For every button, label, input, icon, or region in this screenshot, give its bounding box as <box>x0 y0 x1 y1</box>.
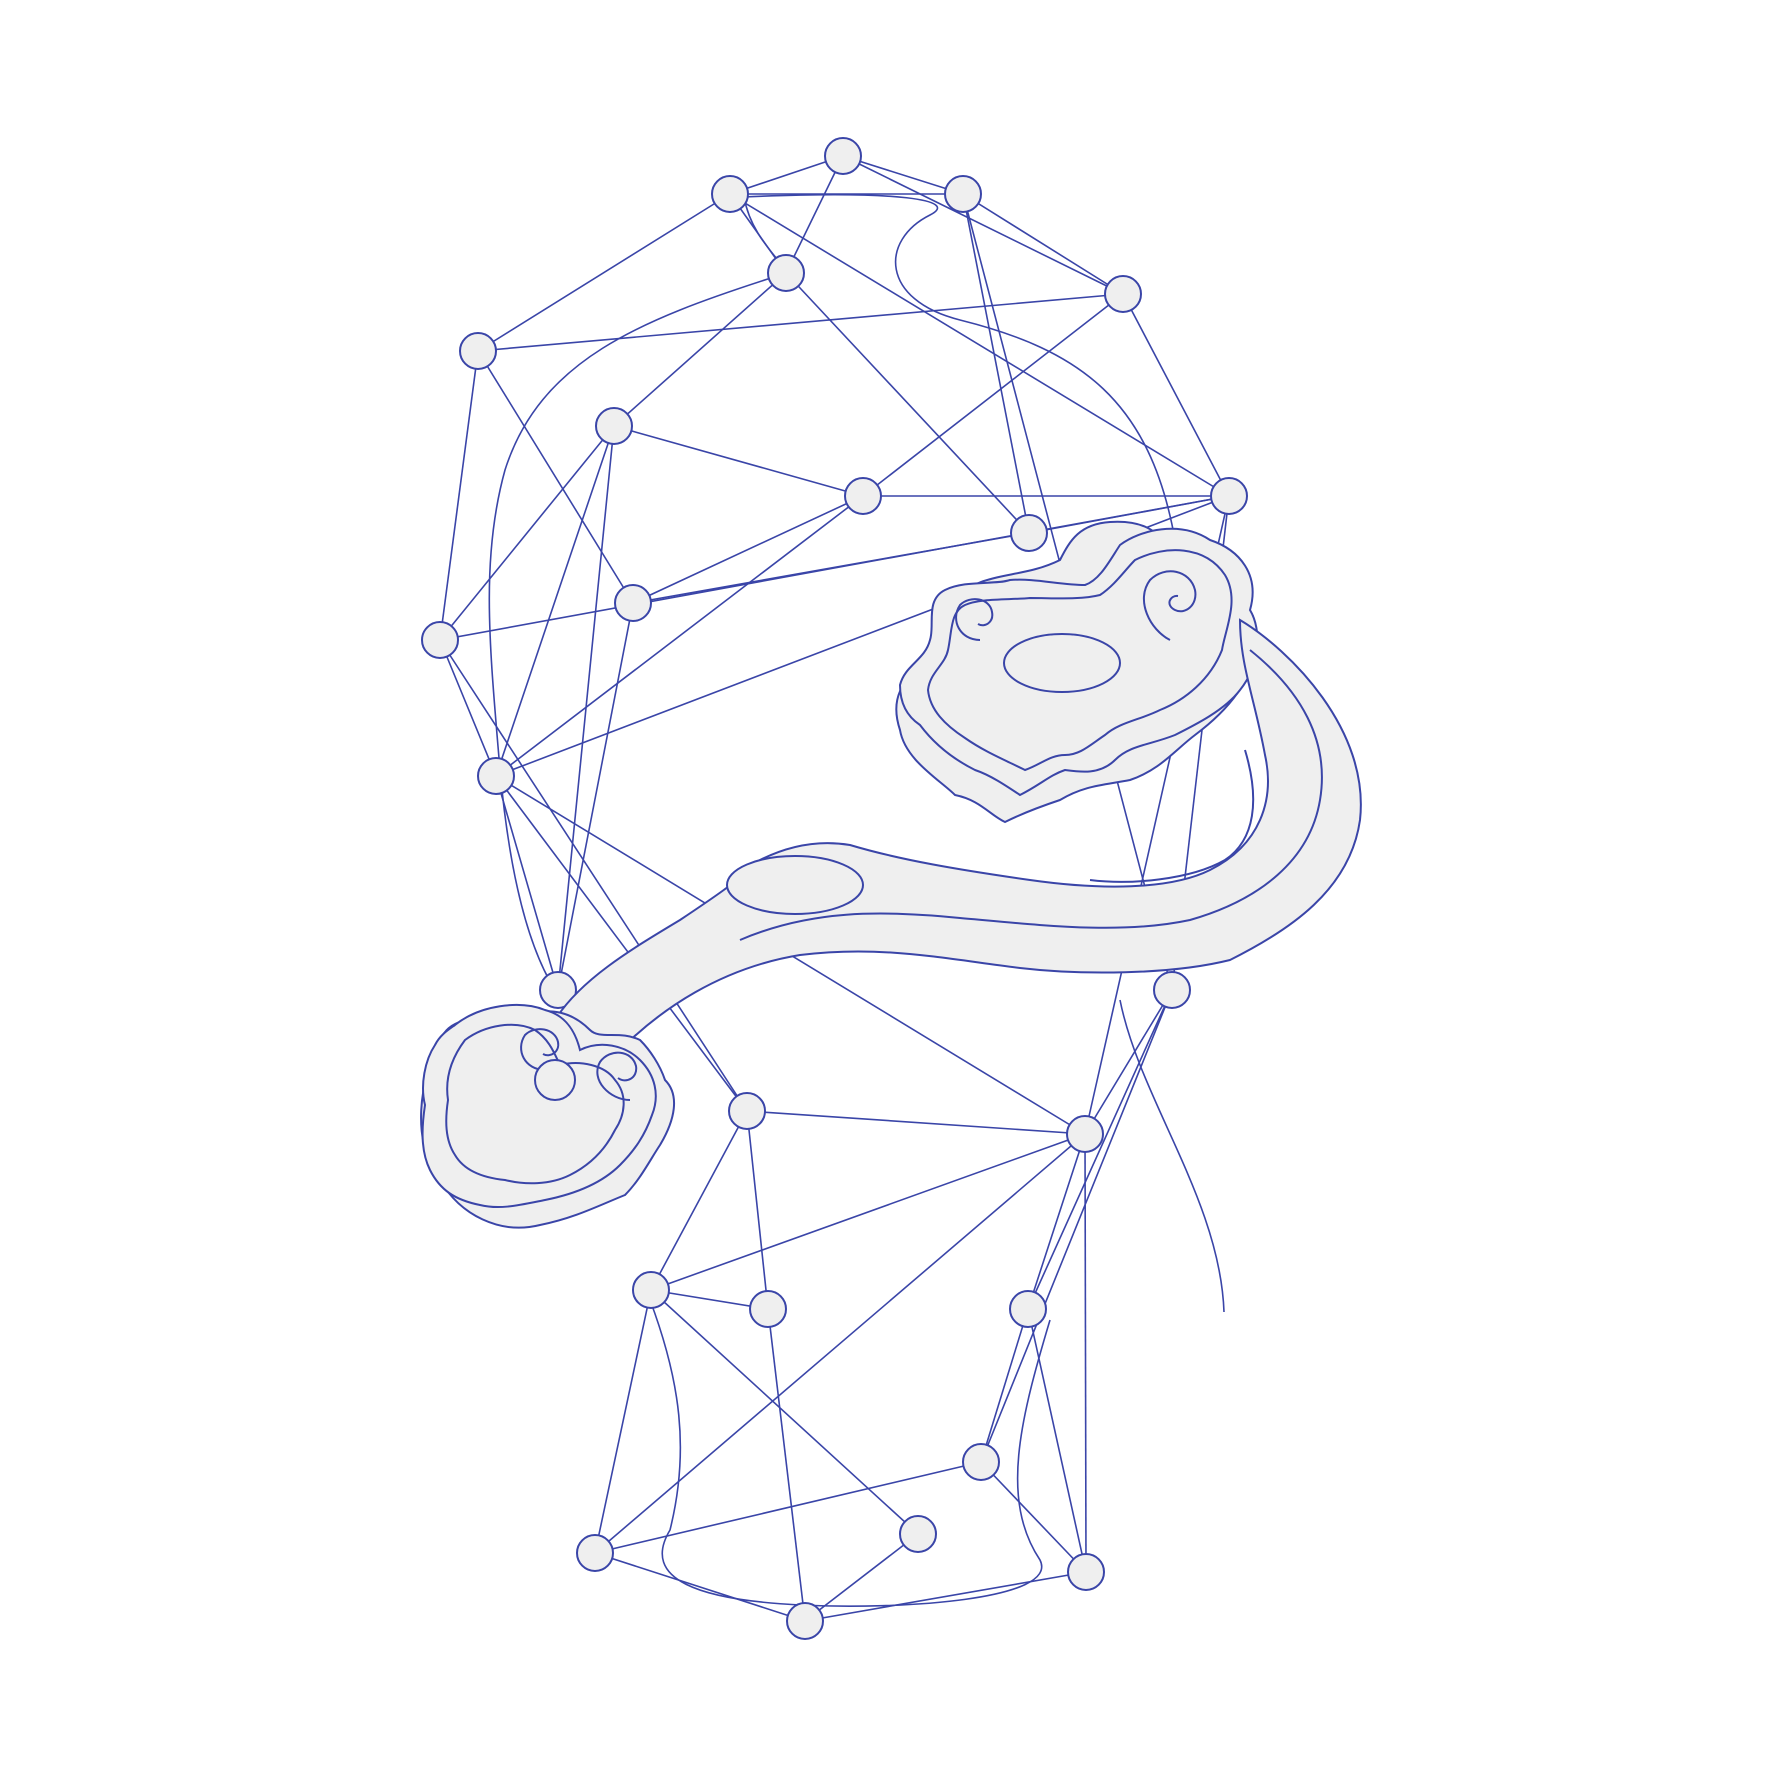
network-node-d <box>767 254 805 292</box>
network-edge-m-p <box>495 775 748 1112</box>
network-node-c <box>944 175 982 213</box>
network-edge-l-p <box>439 639 748 1112</box>
network-node-b <box>711 175 749 213</box>
network-edge-f-k <box>477 350 634 604</box>
network-edge-u-v <box>594 1461 982 1554</box>
network-node-q <box>1066 1115 1104 1153</box>
network-edge-k-n <box>557 602 634 991</box>
ruyi-lower-head <box>421 1004 657 1209</box>
network-edge-l-m <box>439 639 497 777</box>
ruyi-upper-head-inner <box>926 549 1233 772</box>
network-edge-l-h <box>439 495 1230 641</box>
network-edge-a-b <box>729 155 844 195</box>
network-node-p <box>728 1092 766 1130</box>
network-node-w <box>899 1515 937 1553</box>
head-contour-curve <box>1119 999 1225 1313</box>
network-edge-v-y <box>594 1552 806 1622</box>
network-edge-b-f <box>477 193 731 352</box>
ruyi-lower-curl-right <box>596 1051 638 1101</box>
network-edge-a-e <box>842 155 1124 295</box>
network-edge-d-g <box>613 272 787 427</box>
network-edge-q-p <box>746 1110 1086 1135</box>
network-node-g <box>595 407 633 445</box>
network-node-t <box>1009 1290 1047 1328</box>
network-node-u <box>962 1443 1000 1481</box>
network-node-m <box>477 757 515 795</box>
network-node-k <box>614 584 652 622</box>
network-edge-p-r <box>650 1110 748 1291</box>
network-edge-c-j <box>962 193 1030 534</box>
ruyi-shaft <box>553 618 1362 1052</box>
network-edge-t-u <box>980 1308 1029 1463</box>
network-edge-o-q <box>1084 989 1173 1135</box>
network-edge-q-t <box>1027 1133 1086 1310</box>
ruyi-shaft-medallion <box>726 855 864 915</box>
ruyi-lower-curl-left <box>520 1028 560 1071</box>
head-contours <box>488 193 1225 1607</box>
network-nodes-background <box>539 971 577 1009</box>
network-edge-r-v <box>594 1289 652 1554</box>
network-node-o <box>1153 971 1191 1009</box>
network-edge-e-h <box>1122 293 1230 497</box>
network-node-s <box>749 1290 787 1328</box>
ruyi-upper-medallion <box>1003 633 1121 693</box>
network-edge-b-h <box>729 193 1230 497</box>
network-node-a <box>824 137 862 175</box>
network-node-r <box>632 1271 670 1309</box>
ruyi-shaft-hook <box>1089 749 1255 883</box>
network-edge-g-i <box>613 425 864 497</box>
network-edge-g-m <box>495 425 615 777</box>
network-node-f <box>459 332 497 370</box>
network-edge-o-u <box>980 989 1173 1463</box>
ruyi-shaft-inner-line <box>739 649 1323 941</box>
network-node-e <box>1104 275 1142 313</box>
network-edge-i-k <box>632 495 864 604</box>
network-edge-e-f <box>477 293 1124 352</box>
network-edge-o-t <box>1027 989 1173 1310</box>
network-node-h <box>1210 477 1248 515</box>
network-edge-s-y <box>767 1308 806 1622</box>
network-edge-i-m <box>495 495 864 777</box>
network-edge-t-x <box>1027 1308 1087 1573</box>
network-node-n <box>539 971 577 1009</box>
head-contour-curve <box>649 1299 1051 1607</box>
network-edge-d-j <box>785 272 1030 534</box>
ruyi-upper-curl-left <box>955 598 994 641</box>
network-nodes-foreground <box>421 137 1248 1640</box>
network-edge-r-w <box>650 1289 919 1535</box>
network-edge-c-e <box>962 193 1124 295</box>
network-node-l <box>421 621 459 659</box>
network-node-y <box>786 1602 824 1640</box>
network-edge-f-l <box>439 350 479 641</box>
network-edge-q-r <box>650 1133 1086 1291</box>
head-contour-curve <box>488 276 775 991</box>
network-edge-p-s <box>746 1110 769 1310</box>
network-edge-q-x <box>1084 1133 1087 1573</box>
network-edge-q-v <box>594 1133 1086 1554</box>
network-edge-a-d <box>785 155 844 274</box>
network-edge-x-y <box>804 1571 1087 1622</box>
network-node-on-ruyi <box>534 1059 576 1101</box>
ruyi-lower-head-inner <box>445 1023 625 1185</box>
ruyi-scepter <box>420 520 1362 1229</box>
network-node-i <box>844 477 882 515</box>
network-edge-m-n <box>495 775 559 991</box>
network-node-x <box>1067 1553 1105 1591</box>
network-edge-w-y <box>804 1533 919 1622</box>
ruyi-upper-curl-right <box>1143 570 1197 641</box>
network-node-j <box>1010 514 1048 552</box>
head-contour-curve <box>742 193 1176 541</box>
network-edge-a-c <box>842 155 964 195</box>
network-edge-u-x <box>980 1461 1087 1573</box>
network-edge-g-l <box>439 425 615 641</box>
network-edge-r-s <box>650 1289 769 1310</box>
network-node-v <box>576 1534 614 1572</box>
network-edge-e-i <box>862 293 1124 497</box>
